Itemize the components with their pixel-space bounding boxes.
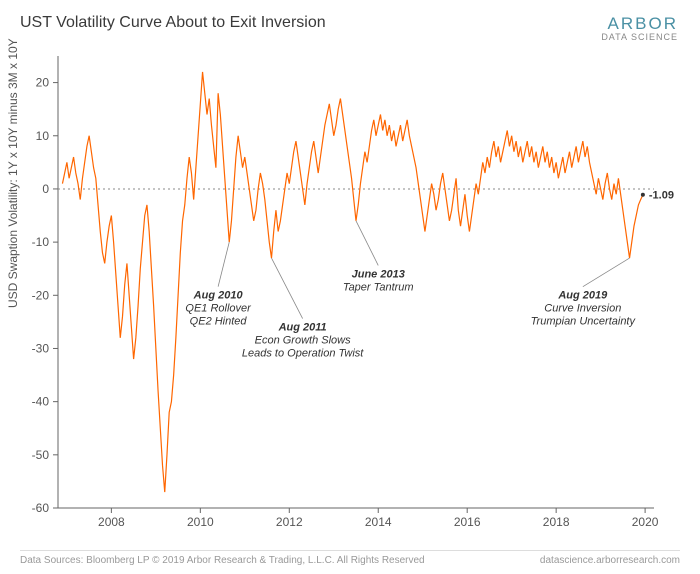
- footer-url: datascience.arborresearch.com: [540, 555, 680, 566]
- svg-text:10: 10: [36, 129, 50, 143]
- svg-text:Trumpian Uncertainty: Trumpian Uncertainty: [531, 316, 637, 328]
- chart-area: USD Swaption Volatility: 1Y x 10Y minus …: [0, 48, 700, 538]
- svg-text:Aug 2019: Aug 2019: [557, 290, 608, 302]
- svg-text:QE2 Hinted: QE2 Hinted: [190, 316, 248, 328]
- footer: Data Sources: Bloomberg LP © 2019 Arbor …: [20, 550, 680, 566]
- svg-text:Taper Tantrum: Taper Tantrum: [343, 281, 414, 293]
- svg-text:Curve Inversion: Curve Inversion: [544, 303, 621, 315]
- svg-text:-30: -30: [32, 341, 50, 355]
- chart-title: UST Volatility Curve About to Exit Inver…: [20, 14, 326, 32]
- svg-text:2018: 2018: [543, 515, 570, 529]
- svg-text:20: 20: [36, 76, 50, 90]
- svg-text:Aug 2010: Aug 2010: [193, 290, 244, 302]
- svg-text:-1.09: -1.09: [649, 190, 674, 202]
- svg-text:2010: 2010: [187, 515, 214, 529]
- svg-text:2016: 2016: [454, 515, 481, 529]
- logo-main-text: ARBOR: [601, 14, 678, 34]
- svg-text:-40: -40: [32, 395, 50, 409]
- svg-text:-10: -10: [32, 235, 50, 249]
- svg-text:2008: 2008: [98, 515, 125, 529]
- svg-text:Econ Growth Slows: Econ Growth Slows: [255, 335, 351, 347]
- svg-text:2020: 2020: [632, 515, 659, 529]
- svg-text:Aug 2011: Aug 2011: [278, 322, 327, 334]
- header: UST Volatility Curve About to Exit Inver…: [0, 0, 700, 48]
- svg-text:QE1 Rollover: QE1 Rollover: [185, 303, 252, 315]
- svg-text:June 2013: June 2013: [352, 268, 405, 280]
- line-chart-svg: -60 -50 -40 -30 -20 -10 0 10 20 2008 2010 2012 2014 2…: [0, 48, 700, 538]
- footer-source: Data Sources: Bloomberg LP © 2019 Arbor …: [20, 555, 425, 566]
- svg-text:-20: -20: [32, 288, 50, 302]
- svg-text:0: 0: [42, 182, 49, 196]
- svg-text:-60: -60: [32, 501, 50, 515]
- svg-text:Leads to Operation Twist: Leads to Operation Twist: [242, 348, 364, 360]
- svg-text:-50: -50: [32, 448, 50, 462]
- arbor-logo: ARBOR DATA SCIENCE: [601, 14, 678, 42]
- svg-text:2012: 2012: [276, 515, 303, 529]
- logo-sub-text: DATA SCIENCE: [601, 32, 678, 42]
- svg-text:2014: 2014: [365, 515, 392, 529]
